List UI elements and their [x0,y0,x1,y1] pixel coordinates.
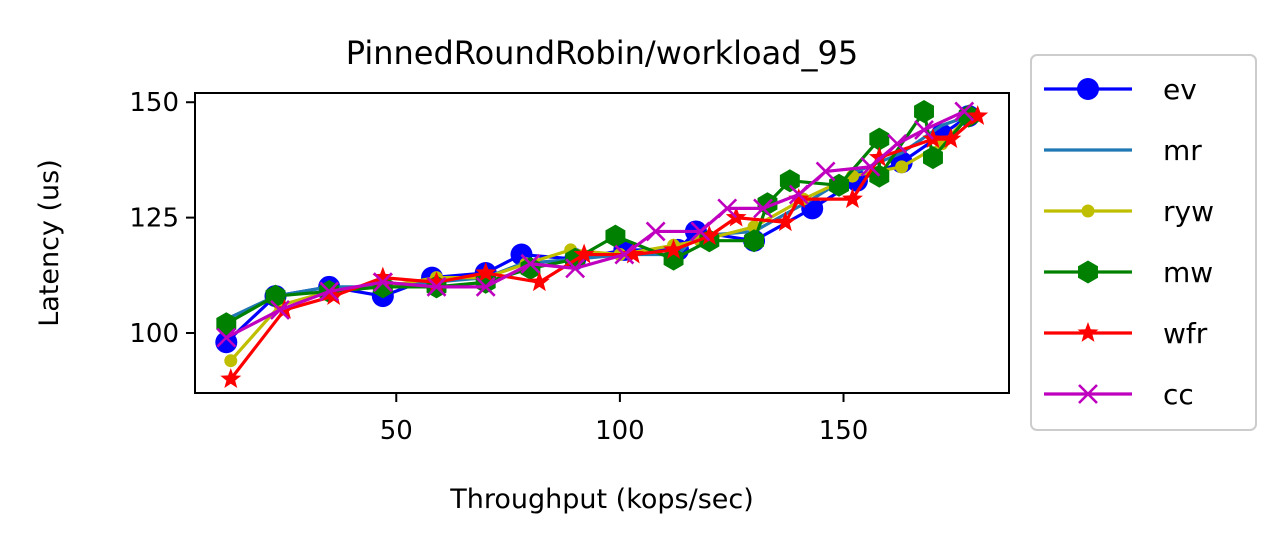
data-point-cc [372,272,393,293]
data-point-wfr [868,146,890,167]
data-point-cc [645,221,666,242]
y-axis-label: Latency (us) [34,159,65,327]
legend: ev mr ryw mw wfr cc [1030,54,1257,431]
legend-label-cc: cc [1163,378,1194,411]
legend-box [1030,54,1257,431]
legend-item-ev: ev [1044,73,1197,106]
data-point-cc [216,327,237,348]
data-point-cc [860,156,881,177]
y-tick-label: 100 [129,319,179,349]
data-point-wfr [774,211,796,232]
chart-title: PinnedRoundRobin/workload_95 [346,34,858,72]
data-point-cc [426,276,447,297]
data-point-mw [605,224,626,248]
legend-marker-cc [1078,384,1098,404]
data-point-mw [869,127,890,151]
legend-label-mw: mw [1163,256,1213,289]
data-point-cc [815,161,836,182]
data-point-cc [887,133,908,154]
data-point-mw [520,256,541,280]
data-point-wfr [372,266,394,287]
data-point-wfr [528,271,550,292]
data-point-cc [717,198,738,219]
data-point-cc [788,184,809,205]
data-point-mw [779,169,800,193]
legend-item-mr: mr [1044,134,1202,167]
series-line-cc [225,110,965,340]
legend-label-ryw: ryw [1163,195,1214,228]
x-tick-label: 100 [595,416,645,446]
data-point-cc [914,120,934,140]
x-tick-label: 50 [380,416,413,446]
x-tick-label: 150 [819,416,869,446]
data-point-wfr [663,238,685,259]
data-point-mw [216,312,237,336]
legend-label-ev: ev [1163,73,1197,106]
data-point-ryw [224,354,238,368]
data-point-wfr [426,271,447,292]
axis-ticks: 50 100 150 100 125 150 [129,88,868,446]
legend-item-ryw: ryw [1044,195,1214,228]
data-point-wfr [475,262,497,282]
legend-label-wfr: wfr [1163,317,1208,350]
data-point-wfr [842,188,863,209]
y-tick-label: 125 [129,204,179,234]
data-point-wfr [788,188,810,209]
data-point-cc [690,221,711,242]
series-line-ev [225,114,970,344]
legend-item-wfr: wfr [1044,317,1208,350]
data-point-cc [270,300,290,320]
data-point-cc [753,198,773,219]
series-cc [216,101,975,348]
data-point-wfr [573,243,595,264]
legend-label-mr: mr [1163,134,1202,167]
series-line-ryw [229,114,970,362]
legend-marker-ryw [1081,204,1095,218]
legend-marker-mw [1078,260,1098,284]
legend-marker-ev [1077,78,1099,100]
series-ryw [224,109,976,368]
y-tick-label: 150 [129,88,179,118]
data-point-wfr [220,368,242,389]
plot-area [215,99,989,389]
data-point-wfr [940,128,962,149]
series-ev [215,105,980,354]
data-point-mw [914,99,934,123]
data-point-cc [475,276,496,297]
data-point-cc [319,281,340,302]
data-point-wfr [698,225,720,245]
data-point-cc [954,101,975,122]
data-point-wfr [967,105,989,125]
axes-frame [194,92,1010,394]
data-point-ev [215,331,238,354]
data-point-cc [565,258,586,279]
legend-marker-wfr [1077,322,1099,342]
data-point-wfr [622,243,644,264]
legend-item-mw: mw [1044,256,1213,289]
data-point-mw [663,247,684,271]
data-point-mw [923,146,943,170]
legend-item-cc: cc [1044,378,1194,411]
data-point-cc [614,244,635,265]
data-point-mw [744,229,765,253]
data-point-cc [520,253,541,274]
data-point-ryw [895,160,909,174]
x-axis-label: Throughput (kops/sec) [449,484,754,515]
